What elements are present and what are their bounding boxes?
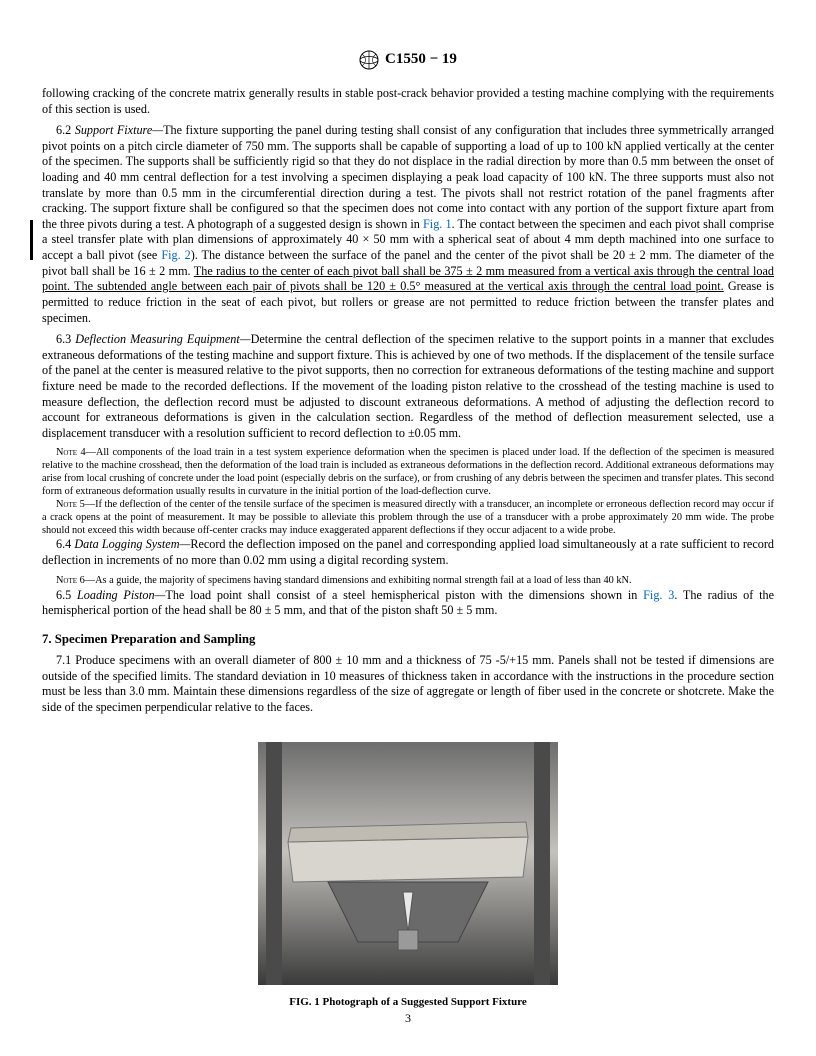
figure-caption: FIG. 1 Photograph of a Suggested Support… <box>42 995 774 1009</box>
note-6: Note 6—As a guide, the majority of speci… <box>42 575 774 588</box>
figure-1: FIG. 1 Photograph of a Suggested Support… <box>42 742 774 1010</box>
para-6-2: 6.2 Support Fixture—The fixture supporti… <box>42 123 774 326</box>
section-number: 6.3 <box>56 332 71 346</box>
figure-image <box>258 742 558 985</box>
note-body: As a guide, the majority of specimens ha… <box>95 575 631 586</box>
body-text: The load point shall consist of a steel … <box>165 588 643 602</box>
note-body: All components of the load train in a te… <box>42 447 774 497</box>
change-bar <box>30 220 33 260</box>
section-number: 7.1 <box>56 653 71 667</box>
intro-continuation: following cracking of the concrete matri… <box>42 86 774 117</box>
para-6-3: 6.3 Deflection Measuring Equipment—Deter… <box>42 332 774 441</box>
body-text: Produce specimens with an overall diamet… <box>42 653 774 714</box>
fig-ref-2[interactable]: Fig. 2 <box>161 248 190 262</box>
body-text: The fixture supporting the panel during … <box>42 123 774 231</box>
note-label: Note 6— <box>56 575 95 586</box>
designation: C1550 − 19 <box>385 50 457 69</box>
note-label: Note 4— <box>56 447 96 458</box>
body-text: Determine the central deflection of the … <box>42 332 774 440</box>
para-6-5: 6.5 Loading Piston—The load point shall … <box>42 588 774 619</box>
section-title: Data Logging System— <box>74 537 190 551</box>
section-title: Support Fixture— <box>75 123 163 137</box>
fig-ref-3[interactable]: Fig. 3 <box>643 588 674 602</box>
page-number: 3 <box>0 1011 816 1026</box>
note-body: If the deflection of the center of the t… <box>42 499 774 536</box>
section-number: 6.4 <box>56 537 71 551</box>
para-6-4: 6.4 Data Logging System—Record the defle… <box>42 537 774 568</box>
page-header: C1550 − 19 <box>42 50 774 70</box>
section-7-heading: 7. Specimen Preparation and Sampling <box>42 631 774 647</box>
fig-ref-1[interactable]: Fig. 1 <box>423 217 452 231</box>
note-5: Note 5—If the deflection of the center o… <box>42 499 774 538</box>
section-title: Deflection Measuring Equipment— <box>75 332 250 346</box>
section-number: 6.5 <box>56 588 71 602</box>
section-number: 6.2 <box>56 123 71 137</box>
section-title: Loading Piston— <box>77 588 165 602</box>
para-7-1: 7.1 Produce specimens with an overall di… <box>42 653 774 715</box>
note-4: Note 4—All components of the load train … <box>42 447 774 498</box>
note-label: Note 5— <box>56 499 95 510</box>
astm-logo <box>359 50 379 70</box>
